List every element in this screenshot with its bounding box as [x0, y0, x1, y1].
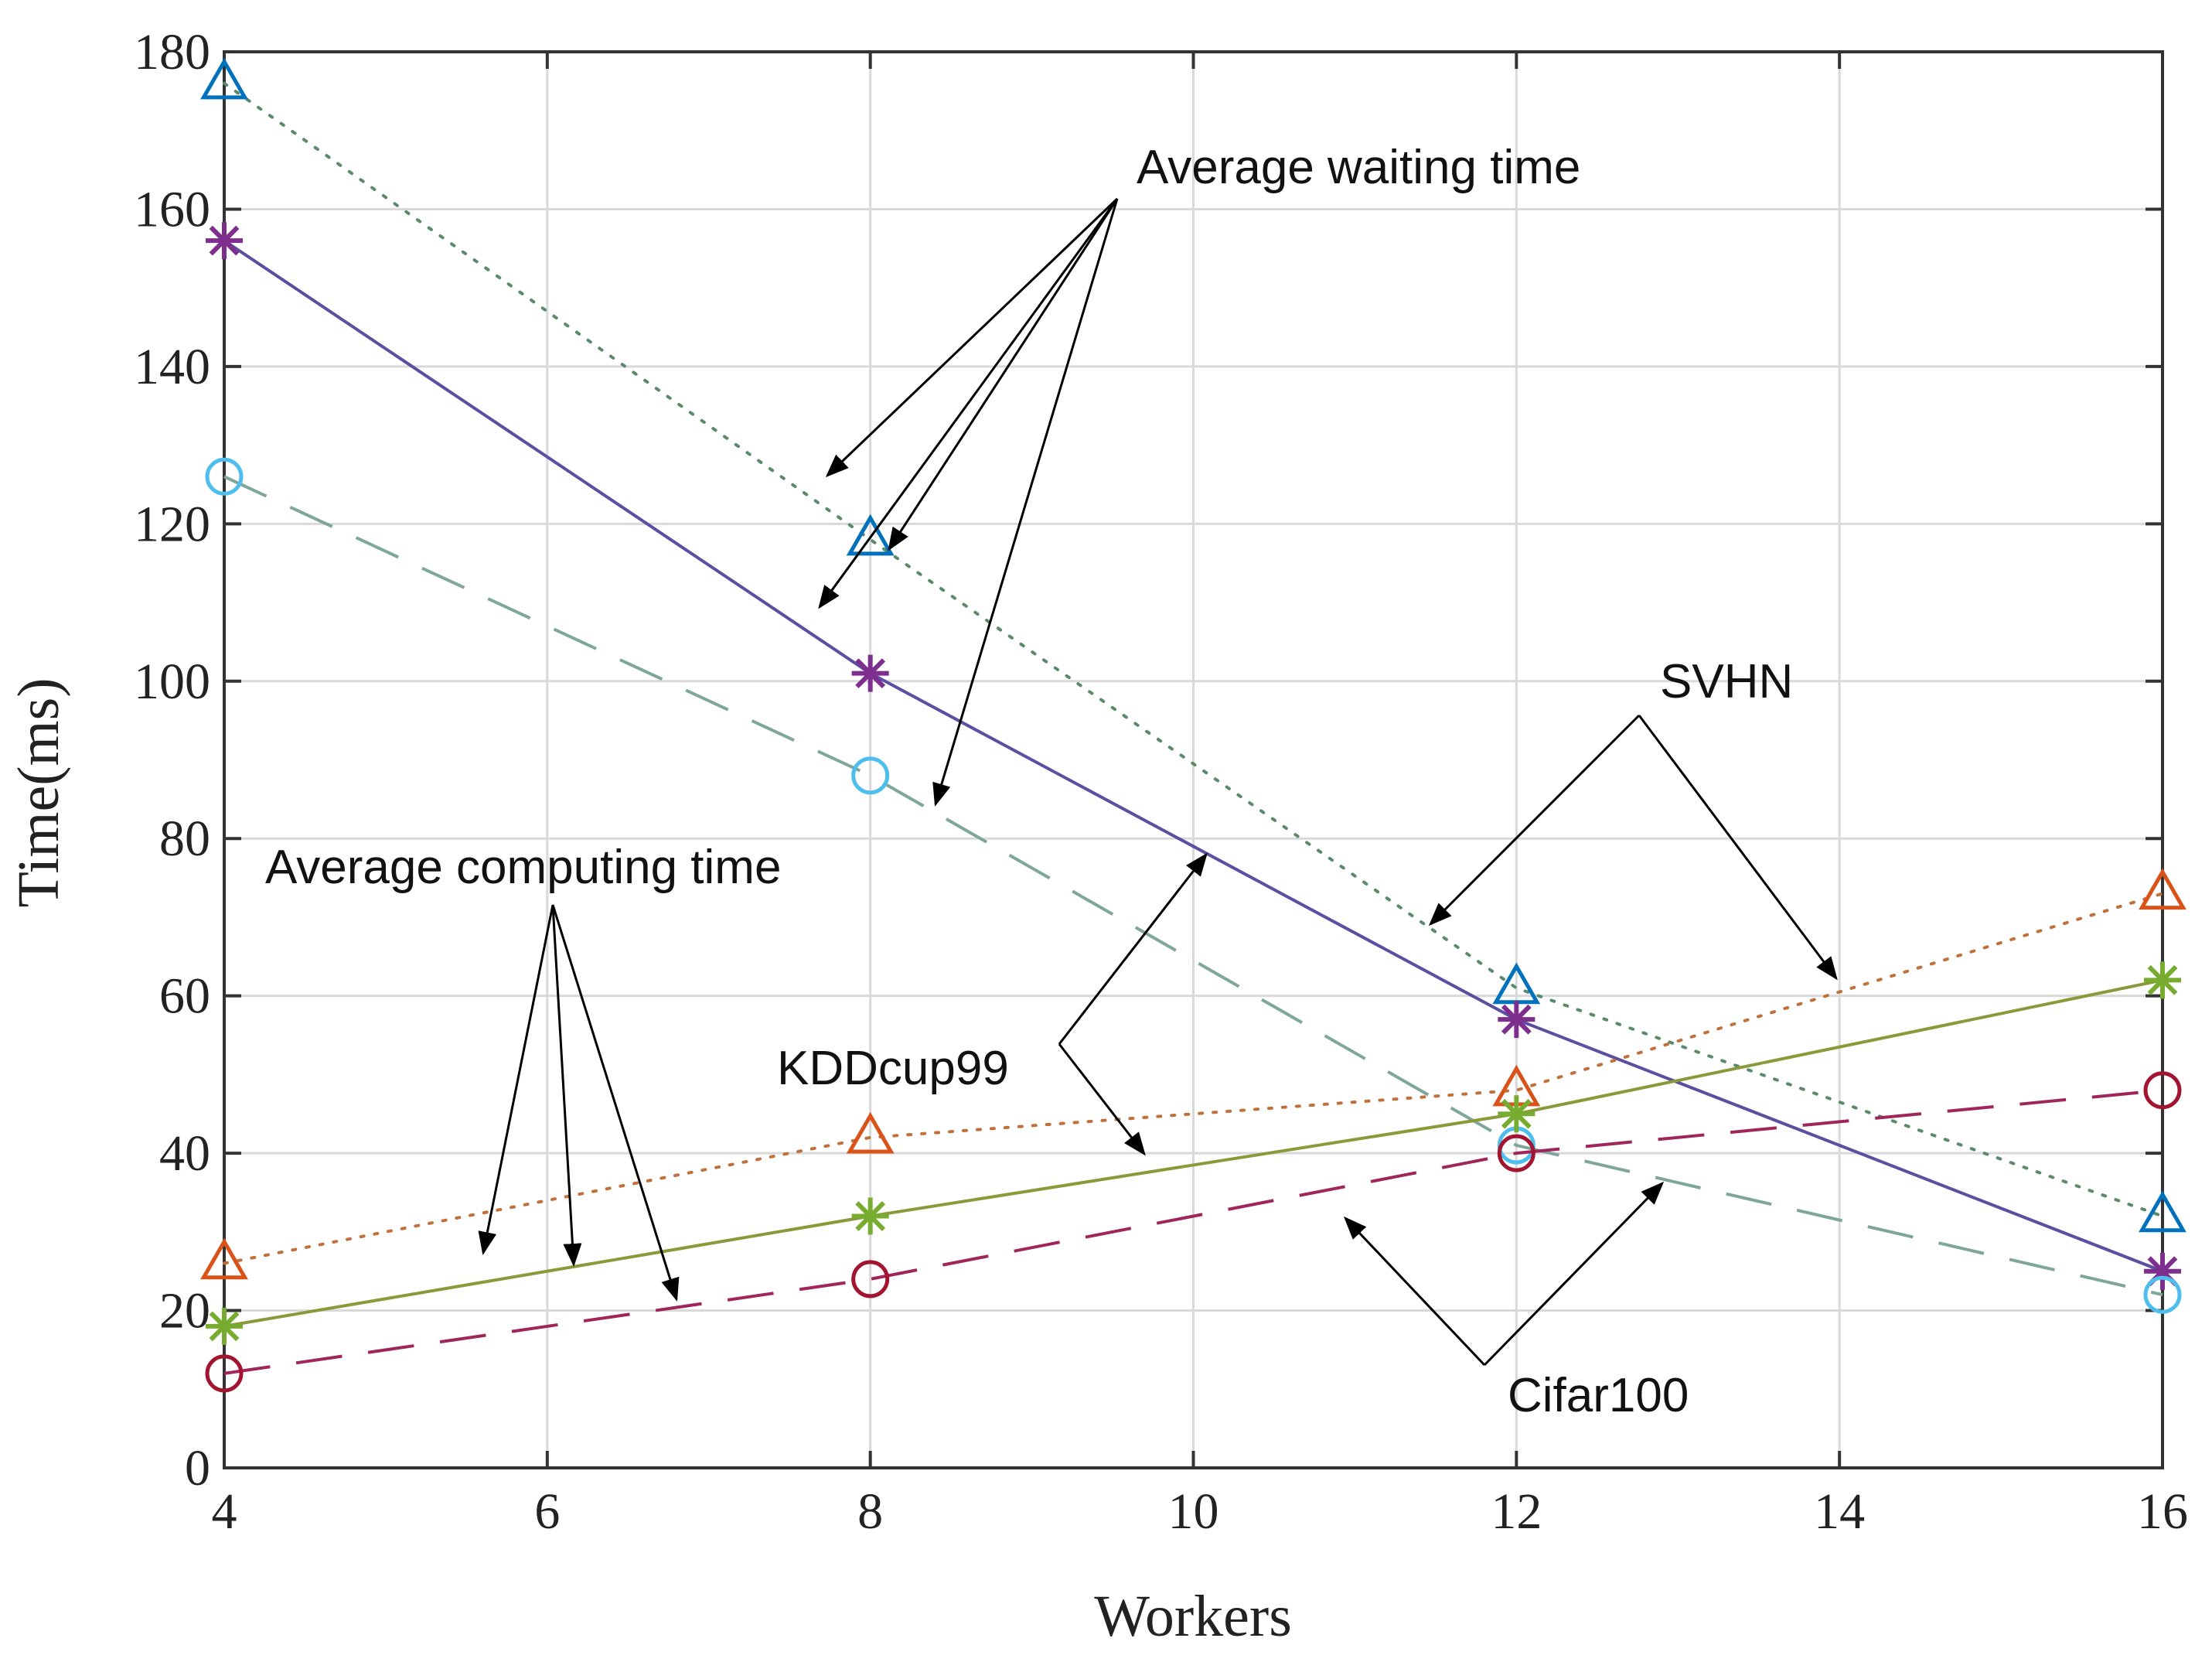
annotation-waiting-label: Average waiting time: [1137, 141, 1580, 194]
grid: [223, 50, 2164, 1469]
data-point-4-2: [1498, 1095, 1535, 1133]
data-point-4-3: [2144, 961, 2181, 999]
annotation-arrow: [478, 904, 554, 1255]
y-tick-label: 140: [134, 339, 210, 395]
series-line-5: [223, 1088, 2163, 1375]
series-line-1: [223, 239, 2163, 1273]
annotation-kdd-label: KDDcup99: [777, 1042, 1009, 1095]
annotation-arrow: [551, 904, 582, 1267]
data-point-5-3: [2143, 1071, 2182, 1110]
series-line-4: [223, 978, 2163, 1328]
annotation-cifar-label: Cifar100: [1508, 1369, 1689, 1422]
y-tick-label: 180: [134, 24, 210, 80]
annotation-arrow: [1343, 1216, 1486, 1367]
data-point-2-3: [2143, 1275, 2182, 1314]
annotation-arrow: [818, 198, 1119, 609]
annotation-arrow: [1638, 715, 1838, 981]
annotation-arrow: [825, 197, 1119, 478]
data-point-3-1: [846, 1111, 895, 1154]
data-point-1-2: [1498, 1001, 1535, 1039]
data-point-3-3: [2139, 868, 2186, 910]
series-line-2: [223, 475, 2163, 1297]
annotation-arrow: [888, 198, 1119, 551]
data-point-1-3: [2144, 1252, 2181, 1290]
x-tick-label: 8: [857, 1483, 883, 1540]
annotations: [478, 197, 1838, 1367]
annotation-arrow: [1483, 1181, 1665, 1367]
annotation-arrow: [1058, 1043, 1146, 1156]
y-tick-label: 40: [159, 1125, 210, 1182]
data-point-4-0: [206, 1307, 243, 1345]
data-point-1-1: [851, 654, 889, 692]
data-point-5-2: [1497, 1134, 1535, 1172]
annotation-computing-label: Average computing time: [265, 841, 781, 894]
x-tick-label: 4: [212, 1483, 237, 1540]
series-line-3: [223, 892, 2164, 1265]
annotation-arrow: [1058, 852, 1208, 1045]
y-tick-label: 120: [134, 496, 210, 552]
data-point-5-0: [205, 1354, 244, 1393]
series-line-0: [223, 81, 2164, 1218]
y-tick-label: 60: [159, 968, 210, 1025]
y-axis-label: Time(ms): [6, 677, 71, 907]
series-group: [200, 57, 2186, 1393]
y-tick-label: 80: [159, 811, 210, 867]
data-point-2-0: [205, 457, 244, 496]
data-point-5-1: [851, 1260, 890, 1299]
x-tick-label: 16: [2137, 1483, 2188, 1540]
x-axis-label: Workers: [1094, 1584, 1292, 1649]
data-point-2-1: [851, 756, 890, 795]
annotation-svhn-label: SVHN: [1660, 655, 1793, 708]
data-point-0-0: [200, 57, 248, 100]
x-tick-label: 12: [1491, 1483, 1542, 1540]
x-tick-label: 10: [1168, 1483, 1219, 1540]
x-tick-label: 14: [1814, 1483, 1865, 1540]
data-point-1-0: [206, 222, 243, 260]
annotation-arrow: [932, 198, 1119, 807]
data-point-4-1: [851, 1197, 889, 1235]
x-tick-label: 6: [534, 1483, 560, 1540]
y-tick-label: 0: [185, 1440, 210, 1496]
data-point-3-0: [200, 1237, 248, 1280]
y-tick-label: 160: [134, 181, 210, 237]
data-point-0-3: [2139, 1190, 2186, 1233]
y-tick-label: 20: [159, 1283, 210, 1339]
y-tick-label: 100: [134, 654, 210, 710]
data-point-0-1: [846, 514, 895, 556]
annotation-arrow: [551, 904, 680, 1302]
annotation-arrow: [1428, 714, 1641, 927]
